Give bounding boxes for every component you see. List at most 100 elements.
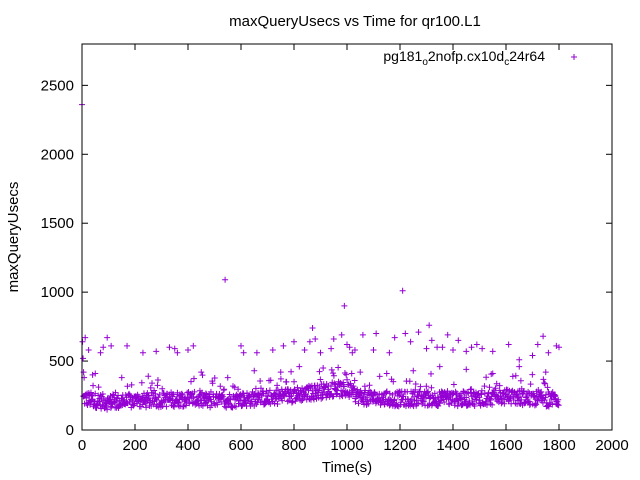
data-point <box>496 382 503 389</box>
data-point <box>383 370 390 377</box>
data-point <box>202 390 209 397</box>
data-point <box>426 322 433 329</box>
data-point <box>343 371 350 378</box>
data-point <box>224 374 231 381</box>
data-point <box>538 388 545 395</box>
data-point <box>217 383 224 390</box>
x-tick-label: 1200 <box>383 437 416 454</box>
data-point <box>191 388 198 395</box>
data-point <box>139 401 146 408</box>
data-point <box>487 396 494 403</box>
data-point <box>266 387 273 394</box>
data-point <box>171 345 178 352</box>
data-point <box>209 380 216 387</box>
data-point <box>556 344 562 351</box>
data-point <box>415 329 422 336</box>
data-point <box>376 373 383 380</box>
legend-marker-glyph <box>571 54 577 60</box>
data-point <box>463 394 470 401</box>
y-tick-label: 500 <box>49 353 74 370</box>
data-point <box>529 371 536 378</box>
chart-title: maxQueryUsecs vs Time for qr100.L1 <box>229 13 481 30</box>
data-point <box>407 338 414 345</box>
data-point <box>330 370 337 377</box>
data-point <box>344 341 350 348</box>
x-tick-label: 800 <box>281 437 306 454</box>
data-point <box>240 349 247 356</box>
data-point <box>185 347 191 354</box>
data-point <box>366 382 373 389</box>
data-point <box>492 385 499 392</box>
data-point <box>370 347 377 354</box>
data-point <box>457 395 464 402</box>
data-point <box>542 369 549 376</box>
data-point <box>412 386 419 393</box>
data-point <box>412 380 419 387</box>
data-point <box>222 276 229 283</box>
data-point <box>489 348 496 355</box>
data-point <box>316 368 323 375</box>
data-point <box>330 372 337 379</box>
data-point <box>223 404 230 411</box>
legend-label: pg181o2nofp.cx10dc24r64 <box>383 48 545 68</box>
data-point <box>143 404 150 411</box>
data-point <box>179 391 186 398</box>
y-tick-label: 2500 <box>41 77 74 94</box>
data-point <box>460 388 467 395</box>
plot-border <box>81 43 613 431</box>
data-point <box>80 355 87 362</box>
data-point <box>317 376 324 383</box>
data-point <box>555 402 562 409</box>
x-tick-label: 1000 <box>330 437 363 454</box>
data-point <box>322 383 329 390</box>
data-point <box>545 403 552 410</box>
data-point <box>252 385 259 392</box>
y-tick-label: 1500 <box>41 215 74 232</box>
data-point <box>531 392 538 399</box>
data-point <box>128 381 135 388</box>
data-point <box>277 369 284 376</box>
data-point <box>444 331 451 338</box>
legend-marker <box>571 54 577 60</box>
data-point <box>159 402 166 409</box>
data-point <box>163 403 170 410</box>
data-point <box>174 349 181 356</box>
data-point <box>281 393 288 400</box>
data-point <box>250 391 257 398</box>
data-point <box>294 384 301 391</box>
data-point <box>118 374 125 381</box>
data-point <box>126 390 133 397</box>
data-point <box>89 371 96 378</box>
data-point <box>351 377 358 384</box>
data-point <box>235 386 242 393</box>
data-point <box>95 384 102 391</box>
data-point <box>434 344 441 351</box>
data-point <box>541 380 548 387</box>
data-point <box>373 330 380 337</box>
data-point <box>274 401 281 408</box>
data-point <box>274 382 281 389</box>
data-point <box>318 395 325 402</box>
data-point <box>357 369 364 376</box>
data-point <box>471 402 478 409</box>
axis-ticks: 0 200 400 600 800 1000 1200 1400 1600 1800 2000 0 50… <box>41 44 629 454</box>
data-point <box>149 380 156 387</box>
data-point <box>423 383 430 390</box>
data-point <box>553 342 560 349</box>
data-point <box>296 363 303 370</box>
data-point <box>221 386 228 393</box>
data-point <box>400 393 407 400</box>
data-point <box>197 396 204 403</box>
data-point <box>334 390 341 397</box>
data-point <box>291 338 297 345</box>
data-point <box>214 401 221 408</box>
x-tick-label: 600 <box>228 437 253 454</box>
data-point <box>542 380 549 387</box>
data-point <box>139 349 146 356</box>
data-point <box>481 383 488 390</box>
data-point <box>159 385 166 392</box>
data-point <box>166 344 173 351</box>
data-point <box>501 400 508 407</box>
data-point <box>509 373 516 380</box>
data-point <box>124 383 131 390</box>
